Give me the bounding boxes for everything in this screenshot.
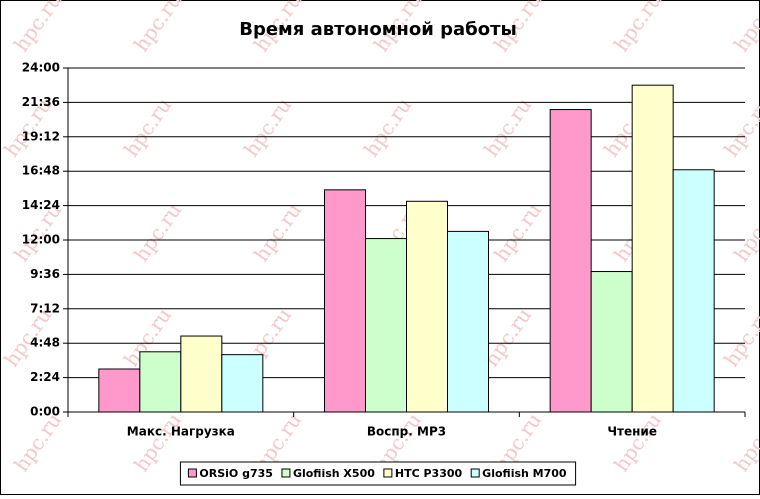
legend-label: ORSiO g735 [199,467,273,480]
bar [406,200,448,413]
bar [324,189,366,413]
legend-swatch [383,468,393,478]
legend-box [179,461,577,486]
x-tick-label: Макс. Нагрузка [127,425,235,439]
bar [631,84,674,413]
chart-title: Время автономной работы [239,19,517,40]
bar [447,230,489,413]
legend-swatch [470,468,480,478]
bar [221,354,264,413]
legend-label: Glofiish X500 [293,467,375,480]
y-tick-label: 12:00 [22,233,60,247]
y-tick-label: 2:24 [30,370,60,384]
bar [590,271,633,413]
bar [672,169,715,413]
legend-swatch [281,468,291,478]
bar [549,109,592,413]
y-tick-label: 0:00 [30,405,60,419]
bar [180,335,223,413]
bar [98,368,141,413]
x-tick-label: Воспр. MP3 [367,425,446,439]
legend-label: Glofiish M700 [482,467,567,480]
legend-label: HTC P3300 [395,467,463,480]
y-tick-label: 9:36 [30,267,60,281]
y-tick-label: 24:00 [22,61,60,75]
y-tick-label: 4:48 [30,336,60,350]
y-tick-label: 16:48 [22,164,60,178]
y-tick-label: 21:36 [22,95,60,109]
bar [365,238,407,413]
y-tick-label: 7:12 [30,301,60,315]
legend: ORSiO g735 Glofiish X500 HTC P3300 Glofiish… [179,461,577,486]
x-tick-label: Чтение [607,425,657,439]
y-tick-label: 19:12 [22,129,60,143]
y-tick-label: 14:24 [22,198,60,212]
bar [139,351,182,413]
legend-swatch [187,468,197,478]
